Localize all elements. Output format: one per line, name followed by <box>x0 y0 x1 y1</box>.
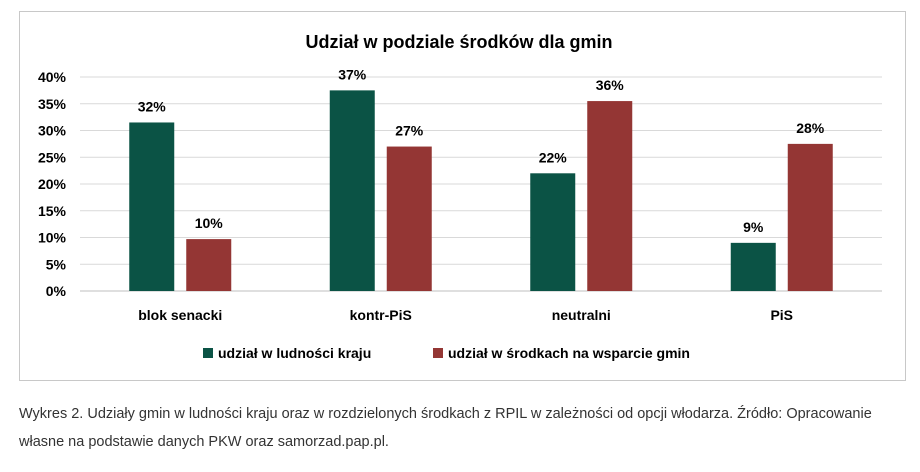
data-label: 22% <box>539 149 568 165</box>
bars: 32% 10% 37% 27% 22% 36% 9% 28% <box>129 66 833 291</box>
bar <box>129 122 175 291</box>
bar <box>787 143 833 291</box>
legend-swatch <box>433 348 443 358</box>
bar <box>329 90 375 291</box>
legend: udział w ludności kraju udział w środkach… <box>203 345 690 361</box>
data-label: 9% <box>743 219 764 235</box>
y-tick-label: 15% <box>38 203 67 219</box>
legend-label: udział w środkach na wsparcie gmin <box>448 345 690 361</box>
bar-chart: Udział w podziale środków dla gmin 0% 5% 1… <box>38 32 882 361</box>
bar <box>386 146 432 291</box>
y-tick-label: 0% <box>46 283 67 299</box>
y-axis: 0% 5% 10% 15% 20% 25% 30% 35% 40% <box>38 69 67 299</box>
x-tick-label: PiS <box>770 307 793 323</box>
y-tick-label: 35% <box>38 96 67 112</box>
data-label: 37% <box>338 66 367 82</box>
y-tick-label: 10% <box>38 230 67 246</box>
legend-swatch <box>203 348 213 358</box>
x-tick-label: kontr-PiS <box>350 307 412 323</box>
chart-title: Udział w podziale środków dla gmin <box>305 32 612 52</box>
y-tick-label: 20% <box>38 176 67 192</box>
y-tick-label: 40% <box>38 69 67 85</box>
bar <box>186 239 232 291</box>
bar <box>587 101 633 291</box>
data-label: 27% <box>395 123 424 139</box>
data-label: 32% <box>138 98 167 114</box>
data-label: 10% <box>195 215 224 231</box>
x-axis: blok senacki kontr-PiS neutralni PiS <box>138 307 793 323</box>
y-tick-label: 5% <box>46 256 67 272</box>
x-tick-label: blok senacki <box>138 307 222 323</box>
data-label: 36% <box>596 77 625 93</box>
y-tick-label: 25% <box>38 149 67 165</box>
x-tick-label: neutralni <box>552 307 611 323</box>
bar <box>730 242 776 291</box>
figure-caption: Wykres 2. Udziały gmin w ludności kraju … <box>19 406 872 450</box>
data-label: 28% <box>796 120 825 136</box>
legend-label: udział w ludności kraju <box>218 345 371 361</box>
bar <box>530 173 576 291</box>
y-tick-label: 30% <box>38 123 67 139</box>
